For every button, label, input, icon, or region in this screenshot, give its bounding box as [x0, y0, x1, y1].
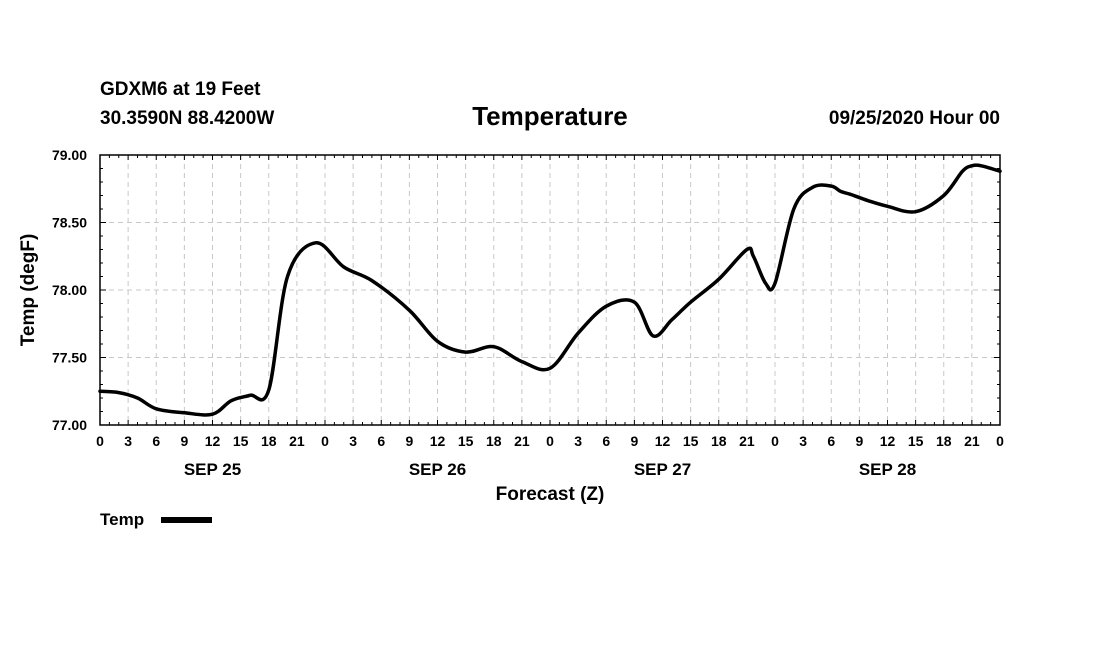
x-tick-label: 6 — [602, 433, 610, 449]
x-tick-label: 15 — [458, 433, 474, 449]
x-tick-label: 21 — [739, 433, 755, 449]
x-tick-label: 3 — [349, 433, 357, 449]
issued-label: 09/25/2020 Hour 00 — [829, 108, 1000, 129]
grid — [100, 155, 1000, 425]
day-label: SEP 26 — [409, 460, 466, 479]
y-tick-label: 79.00 — [52, 147, 87, 163]
x-tick-label: 0 — [321, 433, 329, 449]
x-tick-label: 0 — [771, 433, 779, 449]
x-tick-label: 15 — [908, 433, 924, 449]
series-line-temp — [98, 163, 1002, 417]
y-axis-title: Temp (degF) — [18, 234, 39, 347]
legend: Temp — [100, 510, 212, 529]
y-tick-label: 77.50 — [52, 350, 87, 366]
plot-frame — [99, 154, 1001, 426]
x-tick-label: 12 — [880, 433, 896, 449]
x-tick-label: 9 — [405, 433, 413, 449]
series — [98, 163, 1002, 417]
x-tick-label: 3 — [124, 433, 132, 449]
x-tick-label: 9 — [180, 433, 188, 449]
station-label: GDXM6 at 19 Feet — [100, 79, 261, 100]
x-tick-label: 9 — [855, 433, 863, 449]
x-tick-label: 6 — [827, 433, 835, 449]
x-tick-label: 12 — [655, 433, 671, 449]
x-tick-labels: 0 3 6 9 12 15 18 21 0 3 6 9 12 15 18 21 0 3 6 9 12 15 18 21 0 3 6 9… — [96, 433, 1004, 449]
x-tick-label: 0 — [546, 433, 554, 449]
x-tick-label: 21 — [514, 433, 530, 449]
x-tick-label: 15 — [233, 433, 249, 449]
chart-title: Temperature — [472, 101, 628, 131]
x-tick-label: 3 — [574, 433, 582, 449]
x-tick-label: 12 — [430, 433, 446, 449]
x-tick-label: 0 — [96, 433, 104, 449]
x-axis-title: Forecast (Z) — [496, 484, 605, 505]
x-tick-label: 6 — [152, 433, 160, 449]
day-labels: SEP 25 SEP 26 SEP 27 SEP 28 — [184, 460, 916, 479]
location-label: 30.3590N 88.4200W — [100, 108, 274, 129]
x-tick-label: 12 — [205, 433, 221, 449]
x-tick-label: 3 — [799, 433, 807, 449]
x-tick-label: 18 — [486, 433, 502, 449]
x-tick-label: 9 — [630, 433, 638, 449]
x-tick-label: 18 — [261, 433, 277, 449]
x-tick-label: 0 — [996, 433, 1004, 449]
x-tick-label: 15 — [683, 433, 699, 449]
x-tick-label: 21 — [289, 433, 305, 449]
legend-label: Temp — [100, 510, 144, 529]
y-tick-label: 78.50 — [52, 215, 87, 231]
y-tick-label: 78.00 — [52, 282, 87, 298]
y-tick-label: 77.00 — [52, 417, 87, 433]
day-label: SEP 25 — [184, 460, 241, 479]
x-tick-label: 18 — [711, 433, 727, 449]
x-tick-label: 6 — [377, 433, 385, 449]
day-label: SEP 28 — [859, 460, 916, 479]
x-tick-label: 21 — [964, 433, 980, 449]
day-label: SEP 27 — [634, 460, 691, 479]
y-tick-labels: 77.00 77.50 78.00 78.50 79.00 — [52, 147, 87, 433]
x-tick-label: 18 — [936, 433, 952, 449]
